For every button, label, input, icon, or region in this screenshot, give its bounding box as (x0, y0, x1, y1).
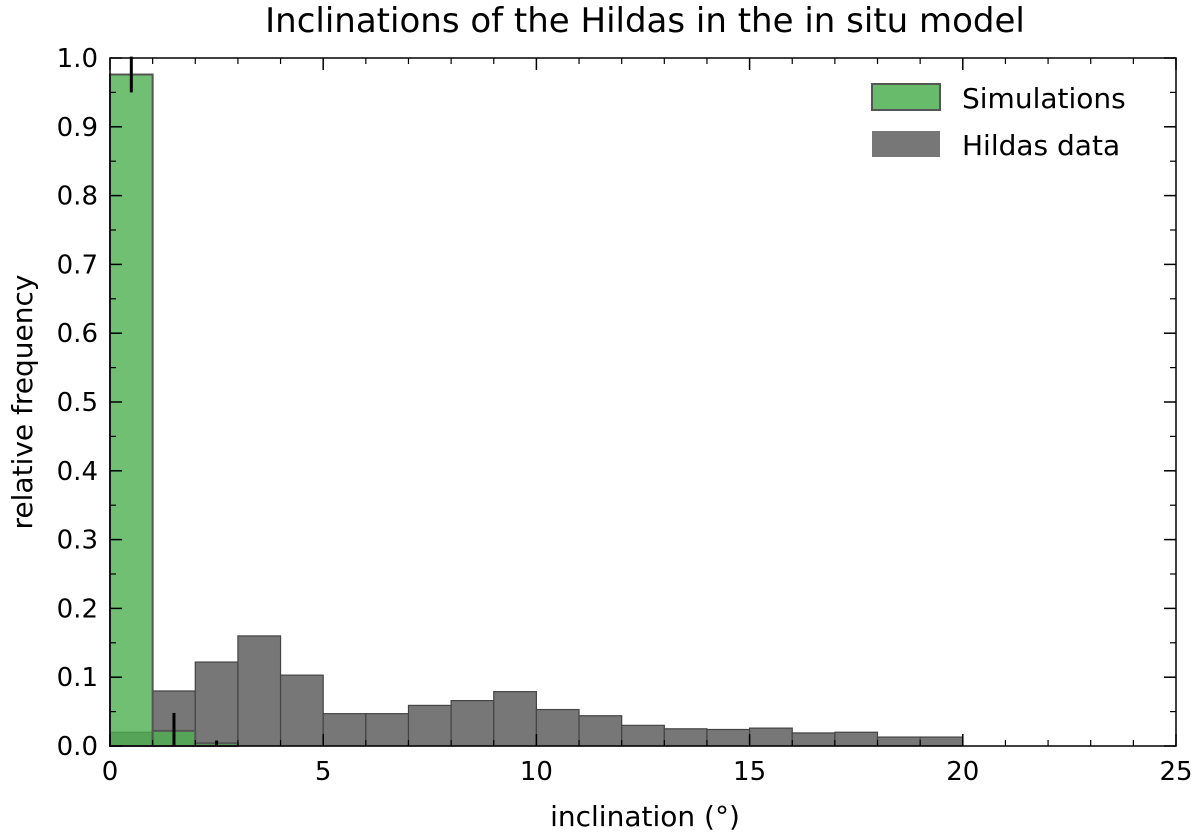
hildas-bar-17 (834, 731, 879, 747)
legend-label-hildas: Hildas data (962, 129, 1120, 162)
simulations-bar-0 (109, 73, 154, 747)
axis-ticks: 0 5 10 15 20 25 0.0 0.1 0.2 0.3 0.4 0.5 0.6 0.7 0.8 0.9… (57, 44, 1193, 787)
hildas-bar-3 (237, 635, 282, 747)
hildas-bar-8 (450, 699, 495, 747)
y-tick-label: 0.6 (57, 319, 98, 349)
y-tick-label: 0.1 (57, 663, 98, 693)
x-tick-label: 15 (733, 757, 766, 787)
x-tick-label: 10 (520, 757, 553, 787)
chart-title: Inclinations of the Hildas in the in sit… (265, 1, 1025, 41)
hildas-bar-5 (322, 713, 367, 747)
legend-swatch-simulations (871, 83, 941, 111)
hildas-bar-11 (578, 715, 623, 747)
hildas-bar-4 (279, 674, 324, 747)
x-tick-label: 0 (102, 757, 119, 787)
y-tick-label: 0.7 (57, 250, 98, 280)
y-tick-label: 1.0 (57, 44, 98, 74)
plot-area (109, 56, 964, 748)
y-tick-label: 0.5 (57, 388, 98, 418)
y-tick-label: 0.3 (57, 526, 98, 556)
hildas-bar-9 (493, 691, 538, 747)
hildas-bar-2 (194, 661, 239, 747)
hildas-bar-16 (791, 732, 836, 747)
legend-swatch-hildas (872, 131, 940, 157)
hildas-bar-13 (663, 728, 708, 747)
x-tick-label: 25 (1159, 757, 1192, 787)
legend-label-simulations: Simulations (962, 82, 1126, 115)
y-tick-label: 0.2 (57, 594, 98, 624)
y-tick-label: 0.0 (57, 732, 98, 762)
y-tick-label: 0.8 (57, 182, 98, 212)
legend: Simulations Hildas data (871, 82, 1126, 162)
hildas-bar-7 (407, 704, 452, 747)
x-tick-label: 20 (946, 757, 979, 787)
hildas-bar-18 (876, 736, 921, 747)
hildas-bar-6 (365, 713, 410, 747)
hildas-bar-10 (535, 708, 580, 747)
hildas-bar-15 (748, 727, 793, 747)
hildas-bar-19 (919, 736, 964, 747)
y-tick-label: 0.9 (57, 113, 98, 143)
x-tick-label: 5 (315, 757, 332, 787)
hildas-bar-12 (621, 724, 665, 747)
hildas-bar-14 (706, 728, 751, 747)
y-axis-label: relative frequency (6, 275, 39, 530)
y-tick-label: 0.4 (57, 457, 98, 487)
x-axis-label: inclination (°) (550, 800, 740, 833)
